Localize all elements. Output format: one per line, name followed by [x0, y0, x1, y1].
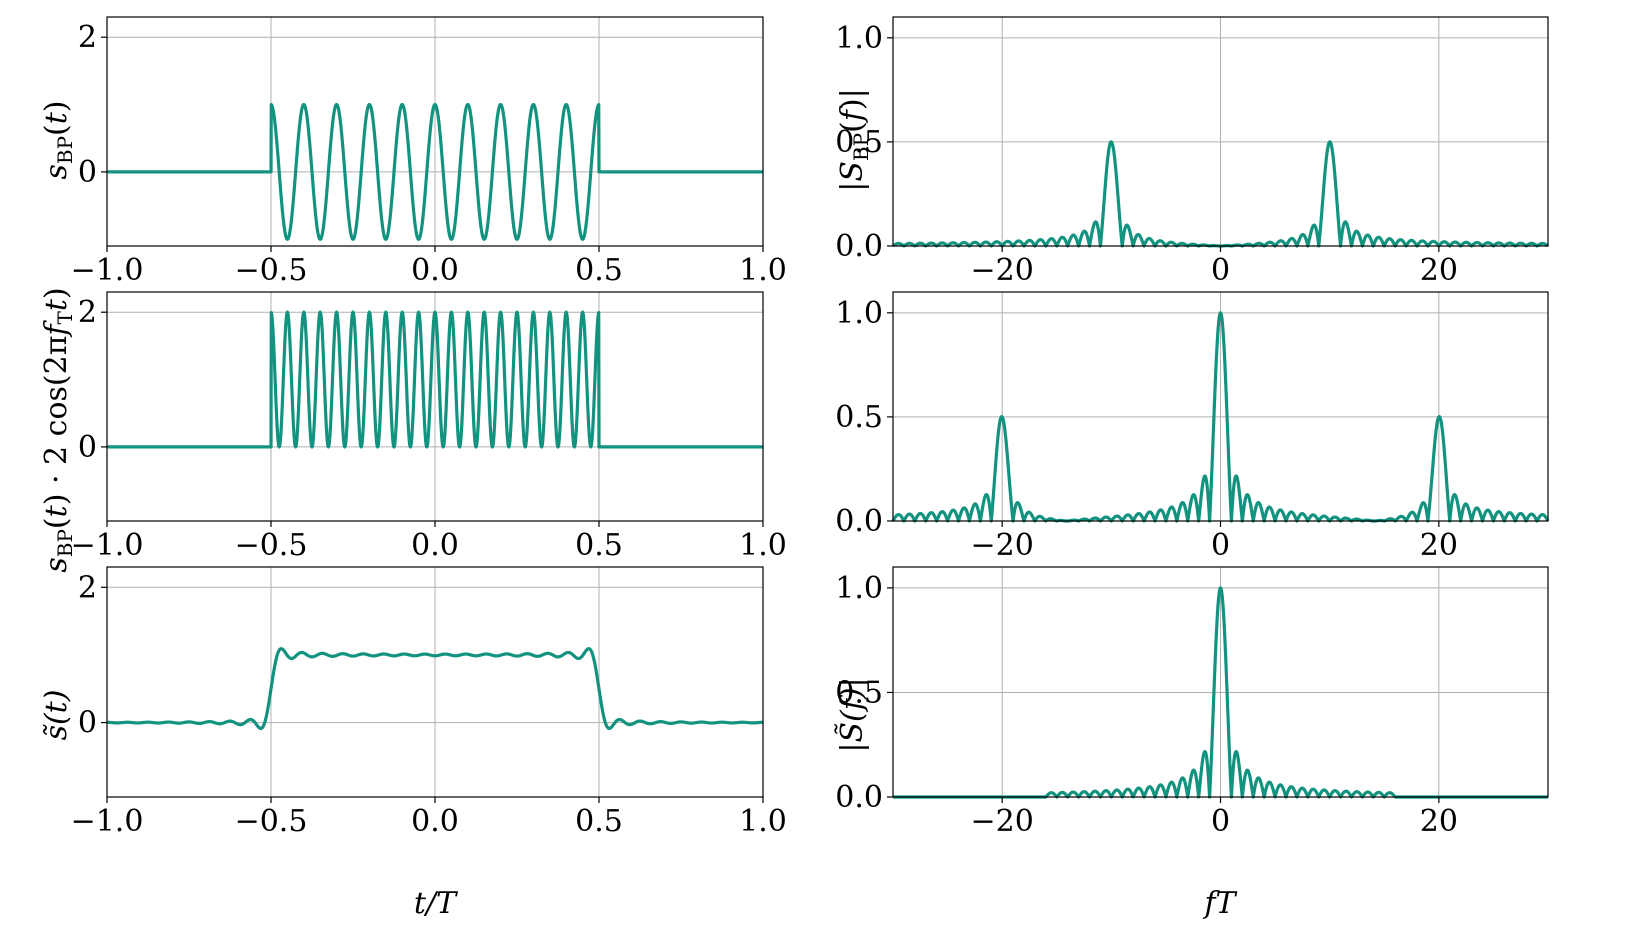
ytick-label-2: 1.0	[835, 571, 883, 606]
ytick-label-2: 1.0	[835, 296, 883, 331]
xtick-label-0: −20	[971, 804, 1034, 839]
ytick-label-0: 0	[78, 155, 97, 190]
ytick-label-0: 0.0	[835, 504, 883, 539]
xtick-label-1: 0	[1211, 528, 1230, 563]
xtick-label-3: 0.5	[575, 804, 623, 839]
panel-time-3: −1.0 −0.5 0.0 0.5 1.0 0 2	[71, 566, 787, 839]
ytick-label-2: 1.0	[835, 21, 883, 56]
xtick-label-0: −1.0	[71, 804, 144, 839]
panel-freq-2: −20 0 20 0.0 0.5 1.0	[835, 291, 1550, 563]
panel-freq-3: −20 0 20 0.0 0.5 1.0	[835, 566, 1550, 839]
panel-freq-1: −20 0 20 0.0 0.5 1.0	[835, 16, 1550, 288]
xtick-label-1: 0	[1211, 253, 1230, 288]
xtick-label-4: 1.0	[739, 528, 787, 563]
ytick-label-0: 0.0	[835, 780, 883, 815]
ytick-label-1: 0.5	[835, 400, 883, 435]
ytick-label-1: 2	[78, 20, 97, 55]
xtick-label-3: 0.5	[575, 528, 623, 563]
xtick-label-2: 20	[1420, 253, 1458, 288]
xtick-label-1: 0	[1211, 804, 1230, 839]
ylabel-time-3: s̃(t)	[39, 690, 74, 741]
xtick-label-0: −20	[971, 253, 1034, 288]
xtick-label-3: 0.5	[575, 253, 623, 288]
xtick-label-2: 0.0	[411, 253, 459, 288]
ytick-label-0: 0	[78, 430, 97, 465]
panel-time-1: −1.0 −0.5 0.0 0.5 1.0 0 2	[71, 16, 787, 288]
ytick-label-1: 0.5	[835, 675, 883, 710]
xtick-label-2: 20	[1420, 528, 1458, 563]
ylabel-time-2: sBP(t) · 2 cos(2πfTt)	[39, 287, 77, 572]
ylabel-freq-1: |SBP(f)|	[835, 88, 873, 191]
ytick-label-1: 2	[78, 570, 97, 605]
xlabel-time: t/T	[414, 886, 458, 921]
series-line-freq-2	[891, 311, 1550, 523]
xtick-label-2: 20	[1420, 804, 1458, 839]
xtick-label-1: −0.5	[235, 253, 308, 288]
series-line-time-2	[105, 310, 765, 449]
xtick-label-0: −1.0	[71, 528, 144, 563]
xtick-label-2: 0.0	[411, 528, 459, 563]
xtick-label-4: 1.0	[739, 253, 787, 288]
ylabel-time-1: sBP(t)	[39, 100, 77, 179]
series-line-time-3	[105, 647, 765, 731]
ylabel-freq-3: |S̃(f)|	[835, 677, 870, 752]
xtick-label-0: −20	[971, 528, 1034, 563]
xtick-label-0: −1.0	[71, 253, 144, 288]
ytick-label-1: 0.5	[835, 125, 883, 160]
xtick-label-1: −0.5	[235, 804, 308, 839]
xlabel-freq: fT	[1202, 886, 1237, 921]
ytick-label-0: 0	[78, 706, 97, 741]
series-line-time-1	[105, 102, 765, 241]
ytick-label-1: 2	[78, 295, 97, 330]
panel-time-2: −1.0 −0.5 0.0 0.5 1.0 0 2	[71, 291, 787, 563]
ytick-label-0: 0.0	[835, 229, 883, 264]
xtick-label-1: −0.5	[235, 528, 308, 563]
xtick-label-4: 1.0	[739, 804, 787, 839]
xtick-label-2: 0.0	[411, 804, 459, 839]
